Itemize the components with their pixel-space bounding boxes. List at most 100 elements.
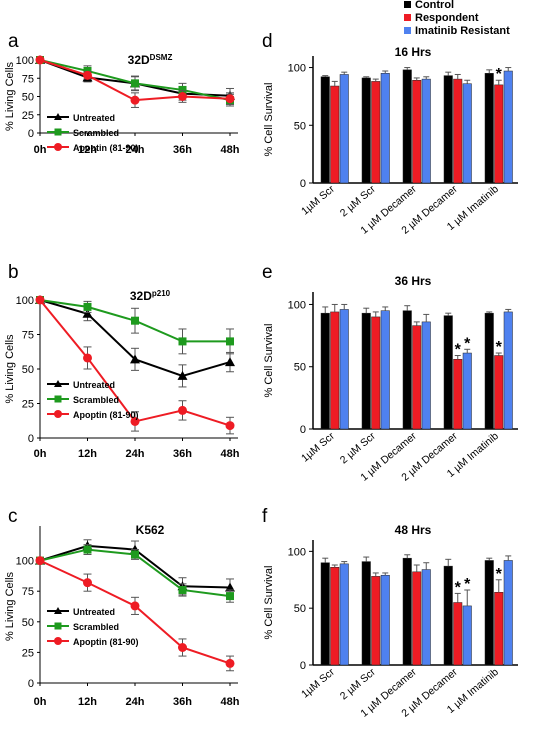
bar — [380, 73, 390, 184]
bar — [421, 321, 431, 430]
y-tick-label: 100 — [288, 63, 306, 75]
data-point — [130, 354, 140, 364]
data-point — [226, 592, 234, 601]
y-tick-label: 75 — [22, 586, 34, 598]
y-tick-label: 100 — [16, 556, 34, 568]
legend-label: Untreated — [73, 113, 115, 123]
data-point — [177, 370, 188, 380]
legend-marker — [54, 622, 62, 630]
bar — [371, 316, 381, 430]
bar — [453, 78, 463, 184]
data-point — [130, 95, 140, 105]
y-tick-label: 100 — [288, 546, 306, 558]
panel-letter: e — [262, 262, 273, 283]
bar — [494, 84, 504, 184]
bar — [361, 77, 371, 184]
bar — [412, 325, 422, 430]
bar — [503, 311, 513, 430]
bar — [443, 315, 453, 430]
data-point — [35, 55, 45, 65]
data-point — [226, 337, 234, 346]
legend-label: Scrambled — [73, 622, 119, 632]
y-tick-label: 50 — [294, 120, 306, 132]
y-tick-label: 0 — [28, 128, 34, 140]
line-chart-b: 0 25 50 75 100 0h 12h 24h 36h 48h % Living Cells 32… — [4, 289, 240, 461]
chart-title: K562 — [136, 523, 165, 537]
x-tick-label: 48h — [221, 448, 240, 460]
legend-marker — [54, 607, 62, 614]
panel-letter: b — [8, 262, 19, 283]
bar — [484, 73, 494, 184]
data-point — [225, 357, 235, 367]
line-chart-a: 0 25 50 75 100 0h 12h 24h 36h 48h % Living Cells 32… — [4, 53, 240, 157]
legend-label: Apoptin (81-90) — [73, 637, 139, 647]
bar — [443, 75, 453, 184]
data-point — [83, 70, 92, 80]
data-point — [83, 353, 92, 363]
legend-marker — [54, 128, 62, 136]
panel-letter: a — [8, 31, 19, 52]
legend-label: Control — [415, 0, 454, 11]
significance-marker: * — [496, 66, 503, 83]
x-tick-label: 36h — [173, 448, 192, 460]
bar — [371, 81, 381, 184]
y-axis-label: % Living Cells — [4, 571, 16, 641]
bar — [330, 311, 340, 430]
x-tick-label: 24h — [126, 696, 145, 708]
bar — [503, 70, 513, 184]
data-point — [178, 405, 187, 415]
bar — [380, 310, 390, 430]
x-tick-label: 24h — [126, 144, 145, 156]
data-point — [225, 582, 235, 592]
y-axis-label: % Cell Survival — [263, 83, 275, 157]
x-tick-label: 48h — [221, 144, 240, 156]
y-tick-label: 100 — [16, 295, 34, 307]
y-axis-label: % Living Cells — [4, 61, 16, 131]
significance-marker: * — [496, 339, 503, 356]
data-point — [35, 556, 45, 566]
x-tick-label: 0h — [34, 448, 47, 460]
chart-title: 48 Hrs — [395, 523, 432, 537]
bar — [380, 574, 390, 666]
data-point — [130, 601, 140, 611]
y-axis-label: % Cell Survival — [263, 324, 275, 398]
chart-title: 32DDSMZ — [128, 53, 173, 68]
data-point — [130, 416, 140, 426]
significance-marker: * — [455, 342, 462, 359]
bar — [320, 312, 330, 430]
data-point — [178, 85, 187, 94]
bar — [453, 359, 463, 430]
x-tick-label: 12h — [78, 696, 97, 708]
chart-title: 16 Hrs — [395, 45, 432, 59]
legend-marker — [54, 395, 62, 403]
x-tick-label: 2 µM Scr — [338, 183, 378, 220]
bar — [421, 569, 431, 666]
data-point — [83, 302, 92, 311]
data-point — [83, 545, 92, 554]
bar — [494, 592, 504, 666]
y-tick-label: 0 — [300, 424, 306, 436]
y-tick-label: 50 — [22, 617, 34, 629]
bar — [453, 602, 463, 666]
legend-label: Untreated — [73, 607, 115, 617]
legend-swatch — [404, 14, 411, 21]
y-tick-label: 50 — [294, 362, 306, 374]
panel-letter: c — [8, 506, 18, 527]
bar — [494, 355, 504, 430]
bar — [339, 74, 349, 184]
y-axis-label: % Living Cells — [4, 334, 16, 404]
data-point — [82, 308, 93, 318]
bar — [421, 78, 431, 184]
y-tick-label: 50 — [22, 92, 34, 104]
y-tick-label: 75 — [22, 330, 34, 342]
y-axis-label: % Cell Survival — [263, 566, 275, 640]
bar — [361, 312, 371, 430]
significance-marker: * — [464, 576, 471, 593]
bar — [484, 312, 494, 430]
panel-letter: d — [262, 31, 273, 52]
bar — [503, 560, 513, 666]
bar — [339, 309, 349, 430]
